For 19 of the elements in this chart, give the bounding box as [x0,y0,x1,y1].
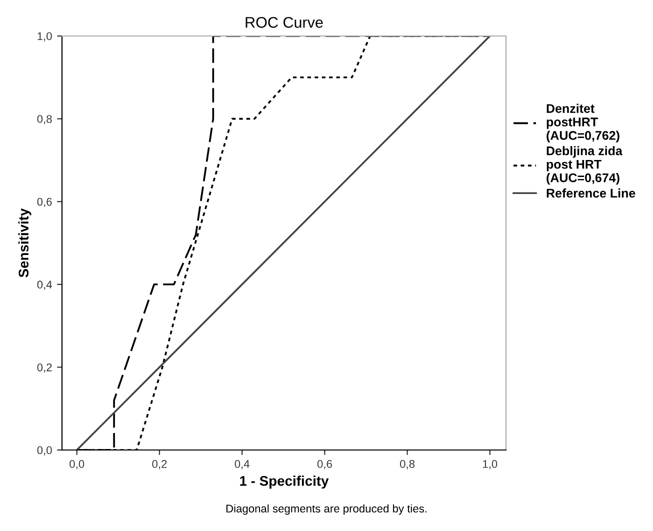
x-tick-label: 0,8 [400,460,415,470]
legend-label: Denzitet postHRT (AUC=0,762) [546,104,620,142]
x-axis-title: 1 - Specificity [240,476,329,489]
legend-label: Debljina zida post HRT (AUC=0,674) [546,146,622,185]
x-tick-label: 0,6 [317,460,332,470]
x-tick-label: 1,0 [483,460,498,470]
y-tick-label: 1,0 [38,32,52,42]
x-tick-label: 0,0 [70,460,84,470]
x-tick-label: 0,2 [152,460,167,470]
chart-title: ROC Curve [246,17,323,28]
y-tick-label: 0,2 [37,363,52,373]
y-axis-title: Sensitivity [18,208,32,278]
y-tick-label: 0,6 [37,198,52,208]
y-tick-label: 0,0 [37,446,52,456]
text: Diagonal segments are produced by ties. [226,504,426,515]
legend-label: Reference Line [546,188,636,198]
y-tick-label: 0,8 [37,115,52,124]
x-tick-label: 0,4 [234,460,250,470]
y-tick-label: 0,4 [37,280,52,290]
